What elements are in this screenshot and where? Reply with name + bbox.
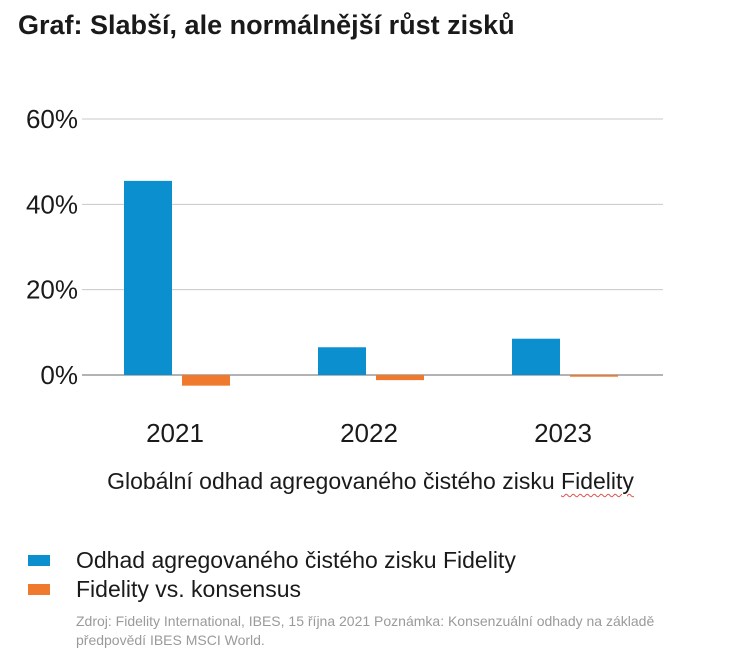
bar-2022-series-1 — [318, 347, 366, 375]
x-axis-title: Globální odhad agregovaného čistého zisk… — [0, 468, 741, 495]
gridlines — [82, 118, 663, 376]
legend-swatch-consensus — [28, 584, 50, 595]
bars — [124, 180, 618, 386]
bar-2023-series-1 — [512, 338, 560, 375]
x-tick-label: 2021 — [146, 418, 204, 448]
x-axis-title-main: Globální odhad agregovaného čistého zisk… — [107, 468, 562, 494]
chart-title: Graf: Slabší, ale normálnější růst zisků — [18, 10, 515, 40]
bar-2022-series-2 — [376, 375, 424, 381]
source-note: Zdroj: Fidelity International, IBES, 15 … — [76, 613, 655, 648]
legend-label-consensus: Fidelity vs. konsensus — [76, 576, 301, 602]
legend-label-earnings: Odhad agregovaného čistého zisku Fidelit… — [76, 547, 516, 573]
y-tick-label: 20% — [26, 275, 78, 305]
legend: Odhad agregovaného čistého zisku Fidelit… — [28, 546, 516, 604]
x-tick-label: 2023 — [534, 418, 592, 448]
legend-item-consensus: Fidelity vs. konsensus — [28, 575, 516, 604]
x-axis-title-underlined: Fidelity — [561, 468, 634, 494]
x-tick-label: 2022 — [340, 418, 398, 448]
bar-2021-series-2 — [182, 375, 230, 386]
y-tick-label: 40% — [26, 189, 78, 219]
bar-2021-series-1 — [124, 180, 172, 375]
x-axis-ticks: 2021 2022 2023 — [146, 418, 592, 448]
bar-chart: 0% 20% 40% 60% 2021 2022 2023 — [26, 104, 663, 448]
y-tick-label: 0% — [40, 360, 78, 390]
y-axis-ticks: 0% 20% 40% 60% — [26, 104, 78, 390]
legend-swatch-earnings — [28, 555, 50, 566]
legend-item-earnings: Odhad agregovaného čistého zisku Fidelit… — [28, 546, 516, 575]
bar-2023-series-2 — [570, 375, 618, 377]
y-tick-label: 60% — [26, 104, 78, 134]
